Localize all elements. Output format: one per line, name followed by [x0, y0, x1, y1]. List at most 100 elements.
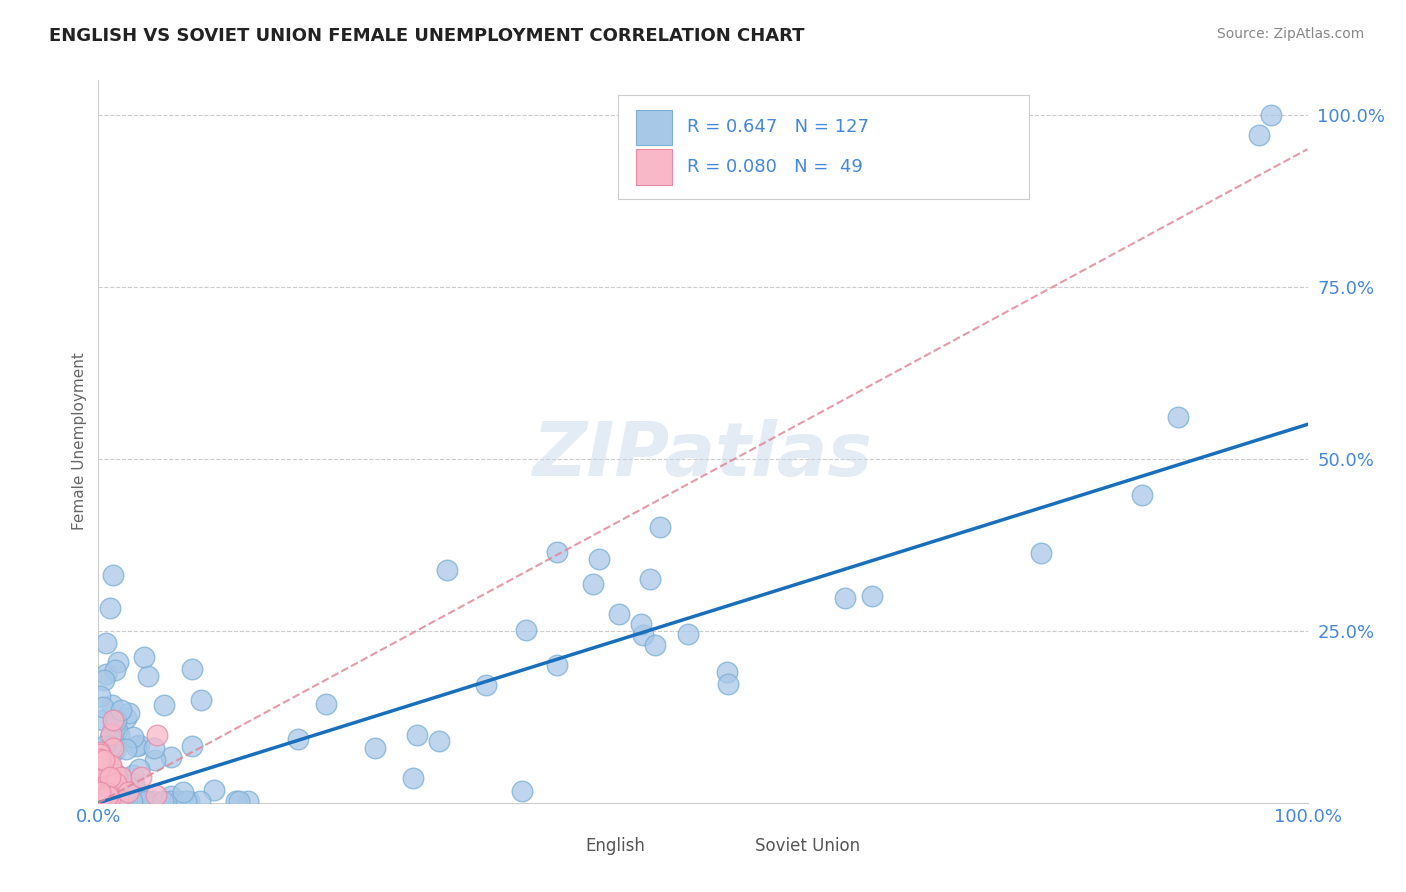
Point	[181, 661, 204, 675]
Point	[101, 698, 124, 712]
Point	[181, 739, 204, 753]
Point	[121, 767, 143, 781]
Point	[107, 792, 129, 806]
Point	[89, 792, 111, 806]
FancyBboxPatch shape	[707, 834, 748, 858]
Point	[100, 727, 122, 741]
Point	[105, 794, 128, 808]
Point	[107, 656, 129, 670]
Point	[104, 713, 127, 727]
Point	[111, 794, 134, 808]
Point	[546, 658, 568, 673]
Point	[145, 788, 167, 802]
Point	[160, 789, 183, 804]
Point	[89, 785, 111, 799]
Point	[588, 552, 610, 566]
Point	[120, 794, 142, 808]
Point	[114, 742, 136, 756]
Point	[860, 589, 883, 603]
Point	[110, 703, 132, 717]
Point	[110, 794, 132, 808]
Point	[97, 753, 120, 767]
Point	[98, 790, 121, 805]
Point	[103, 713, 125, 727]
Point	[644, 638, 666, 652]
Point	[105, 768, 128, 782]
Point	[128, 738, 150, 752]
Point	[93, 739, 115, 753]
Point	[436, 563, 458, 577]
Point	[1130, 488, 1153, 502]
Point	[96, 667, 118, 681]
Point	[132, 649, 155, 664]
Point	[118, 706, 141, 720]
Point	[89, 752, 111, 766]
Point	[112, 794, 135, 808]
Point	[427, 733, 450, 747]
Text: ENGLISH VS SOVIET UNION FEMALE UNEMPLOYMENT CORRELATION CHART: ENGLISH VS SOVIET UNION FEMALE UNEMPLOYM…	[49, 27, 804, 45]
Point	[94, 794, 117, 808]
Point	[546, 545, 568, 559]
Point	[110, 794, 132, 808]
Point	[107, 794, 129, 808]
Point	[98, 772, 121, 787]
Point	[98, 730, 121, 744]
Point	[364, 740, 387, 755]
Point	[105, 723, 128, 737]
Point	[89, 745, 111, 759]
Point	[89, 763, 111, 777]
Point	[89, 794, 111, 808]
Point	[100, 758, 122, 772]
Point	[475, 678, 498, 692]
Point	[129, 794, 152, 808]
FancyBboxPatch shape	[537, 834, 578, 858]
Point	[124, 777, 146, 791]
Point	[91, 782, 114, 797]
Point	[117, 785, 139, 799]
Point	[228, 794, 250, 808]
Point	[108, 794, 131, 808]
Point	[97, 794, 120, 808]
Point	[110, 794, 132, 808]
Point	[510, 784, 533, 798]
Point	[202, 783, 225, 797]
Point	[93, 753, 115, 767]
Point	[607, 607, 630, 622]
Point	[105, 794, 128, 808]
Point	[717, 677, 740, 691]
Point	[90, 794, 112, 808]
Text: ZIPatlas: ZIPatlas	[533, 419, 873, 492]
Point	[172, 785, 194, 799]
Point	[159, 794, 181, 808]
Point	[101, 740, 124, 755]
Point	[640, 572, 662, 586]
Point	[103, 663, 125, 677]
Point	[1167, 410, 1189, 425]
Point	[91, 778, 114, 792]
Point	[98, 601, 121, 615]
Point	[127, 794, 149, 808]
Point	[89, 794, 111, 808]
Point	[89, 792, 111, 806]
Point	[89, 747, 111, 762]
Point	[100, 778, 122, 792]
Point	[89, 760, 111, 774]
Point	[581, 576, 603, 591]
Point	[93, 792, 115, 806]
Point	[90, 756, 112, 770]
Point	[146, 728, 169, 742]
Text: Soviet Union: Soviet Union	[755, 838, 860, 855]
Point	[105, 771, 128, 785]
Y-axis label: Female Unemployment: Female Unemployment	[72, 352, 87, 531]
Text: R = 0.080   N =  49: R = 0.080 N = 49	[688, 158, 863, 176]
Text: Source: ZipAtlas.com: Source: ZipAtlas.com	[1216, 27, 1364, 41]
Point	[104, 767, 127, 781]
Point	[648, 519, 671, 533]
Point	[101, 567, 124, 582]
Point	[97, 789, 120, 804]
Point	[108, 727, 131, 741]
FancyBboxPatch shape	[637, 149, 672, 185]
Point	[136, 669, 159, 683]
Point	[630, 617, 652, 632]
Point	[98, 794, 121, 808]
